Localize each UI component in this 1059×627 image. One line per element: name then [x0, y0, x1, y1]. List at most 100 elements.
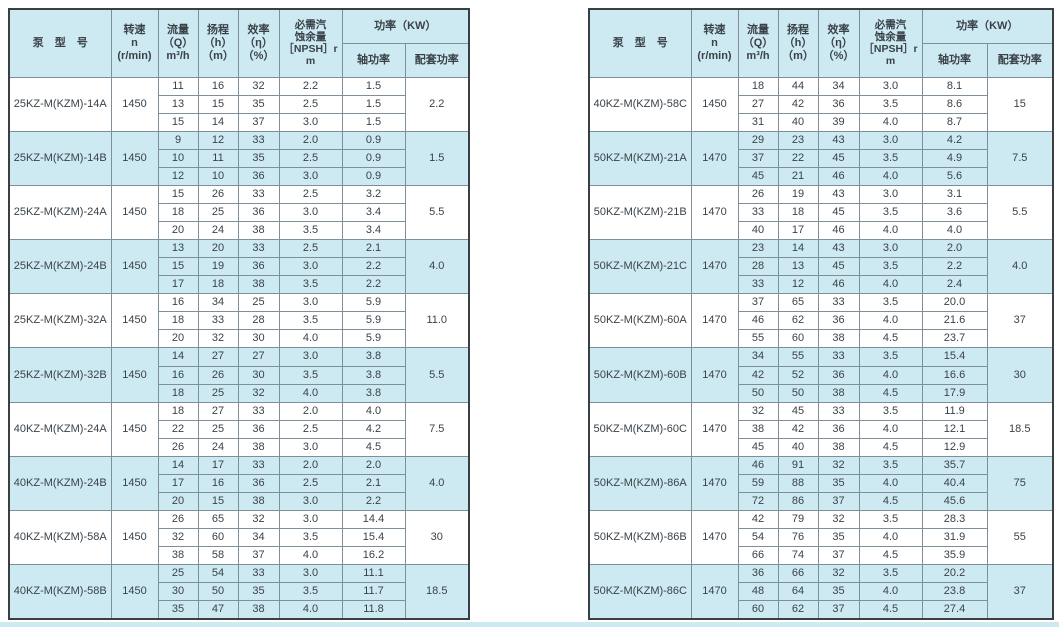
head-cell: 17 [197, 455, 239, 475]
flow-cell: 55 [737, 329, 779, 349]
efficiency-cell: 32 [817, 509, 860, 530]
header-line: 扬程 [207, 23, 229, 36]
header-line: （%） [242, 49, 275, 62]
npsh-cell: 4.0 [858, 275, 923, 295]
head-cell: 47 [197, 600, 239, 620]
table-row: 15 19 36 3.0 2.2 [9, 257, 469, 277]
model-cell: 50KZ-M(KZM)-21A [588, 130, 692, 186]
shaft-power-cell: 11.8 [341, 600, 406, 620]
shaft-power-cell: 0.9 [341, 148, 406, 168]
matching-power-cell: 4.0 [986, 239, 1054, 295]
head-cell: 17 [777, 220, 819, 241]
head-cell: 34 [197, 293, 239, 313]
speed-cell: 1450 [110, 184, 159, 241]
npsh-cell: 3.5 [278, 220, 343, 241]
npsh-cell: 2.5 [278, 473, 343, 493]
npsh-cell: 4.0 [278, 383, 343, 403]
flow-cell: 15 [157, 184, 199, 204]
header-head: 扬程 （h） （m） [197, 8, 239, 78]
shaft-power-cell: 0.9 [341, 166, 406, 186]
efficiency-cell: 36 [817, 311, 860, 331]
efficiency-cell: 36 [237, 166, 280, 186]
head-cell: 19 [777, 184, 819, 204]
head-cell: 15 [197, 94, 239, 114]
shaft-power-cell: 3.4 [341, 202, 406, 223]
npsh-cell: 3.5 [858, 509, 923, 530]
header-line: (r/min) [117, 49, 152, 62]
efficiency-cell: 45 [817, 202, 860, 223]
matching-power-cell: 7.5 [986, 130, 1054, 186]
npsh-cell: 3.5 [858, 94, 923, 114]
table-row: 16 26 30 3.5 3.8 [9, 365, 469, 385]
efficiency-cell: 37 [817, 491, 860, 512]
head-cell: 79 [777, 509, 819, 530]
flow-cell: 32 [737, 401, 779, 421]
head-cell: 24 [197, 437, 239, 457]
efficiency-cell: 35 [237, 94, 280, 114]
shaft-power-cell: 12.1 [921, 419, 988, 439]
table-row: 32 60 34 3.5 15.4 [9, 528, 469, 548]
flow-cell: 20 [157, 491, 199, 512]
matching-power-cell: 37 [986, 564, 1054, 620]
head-cell: 10 [197, 166, 239, 186]
table-row: 38 42 36 4.0 12.1 [589, 419, 1053, 439]
table-row: 45 21 46 4.0 5.6 [589, 166, 1053, 186]
speed-cell: 1470 [690, 130, 739, 186]
efficiency-cell: 35 [817, 473, 860, 493]
table-row: 50KZ-M(KZM)-21A 1470 29 23 43 3.0 4.2 7.5 [588, 130, 1054, 186]
head-cell: 27 [197, 401, 239, 421]
model-cell: 50KZ-M(KZM)-60B [588, 347, 692, 403]
header-line: 效率 [247, 23, 270, 36]
npsh-cell: 4.5 [858, 546, 923, 566]
table-row: 54 76 35 4.0 31.9 [589, 528, 1053, 548]
table-row: 72 86 37 4.5 45.6 [589, 491, 1053, 512]
shaft-power-cell: 4.0 [921, 220, 988, 241]
header-efficiency: 效率 （η） （%） [237, 8, 280, 78]
speed-cell: 1470 [690, 564, 739, 620]
efficiency-cell: 43 [817, 184, 860, 204]
speed-cell: 1470 [690, 239, 739, 295]
efficiency-cell: 45 [817, 148, 860, 168]
shaft-power-cell: 40.4 [921, 473, 988, 493]
header-npsh: 必需汽 蚀余量 ［NPSH］r m [278, 8, 343, 78]
shaft-power-cell: 28.3 [921, 509, 988, 530]
npsh-cell: 2.5 [278, 239, 343, 259]
shaft-power-cell: 14.4 [341, 509, 406, 530]
npsh-cell: 4.0 [858, 582, 923, 602]
shaft-power-cell: 5.9 [341, 329, 406, 349]
head-cell: 21 [777, 166, 819, 186]
flow-cell: 15 [157, 257, 199, 277]
matching-power-cell: 30 [404, 509, 470, 566]
efficiency-cell: 33 [817, 347, 860, 367]
flow-cell: 59 [737, 473, 779, 493]
flow-cell: 45 [737, 437, 779, 457]
head-cell: 16 [197, 473, 239, 493]
efficiency-cell: 30 [237, 365, 280, 385]
head-cell: 32 [197, 329, 239, 349]
flow-cell: 11 [157, 76, 199, 96]
shaft-power-cell: 11.9 [921, 401, 988, 421]
efficiency-cell: 36 [237, 419, 280, 439]
npsh-cell: 2.5 [278, 148, 343, 168]
shaft-power-cell: 4.0 [341, 401, 406, 421]
model-cell: 25KZ-M(KZM)-24A [8, 184, 112, 241]
head-cell: 62 [777, 311, 819, 331]
table-row: 25KZ-M(KZM)-14B 1450 9 12 33 2.0 0.9 1.5 [8, 130, 470, 186]
matching-power-cell: 7.5 [404, 401, 470, 457]
shaft-power-cell: 45.6 [921, 491, 988, 512]
shaft-power-cell: 16.2 [341, 546, 406, 566]
header-flow: 流量 （Q） m³/h [737, 8, 779, 78]
flow-cell: 40 [737, 220, 779, 241]
npsh-cell: 3.5 [278, 275, 343, 295]
head-cell: 22 [777, 148, 819, 168]
header-line: m³/h [166, 49, 190, 62]
flow-cell: 18 [157, 383, 199, 403]
head-cell: 14 [197, 112, 239, 132]
table-row: 22 25 36 2.5 4.2 [9, 419, 469, 439]
table-row: 50 50 38 4.5 17.9 [589, 383, 1053, 403]
header-line: m³/h [746, 49, 770, 62]
table-row: 12 10 36 3.0 0.9 [9, 166, 469, 186]
efficiency-cell: 33 [237, 184, 280, 204]
flow-cell: 26 [737, 184, 779, 204]
head-cell: 42 [777, 94, 819, 114]
